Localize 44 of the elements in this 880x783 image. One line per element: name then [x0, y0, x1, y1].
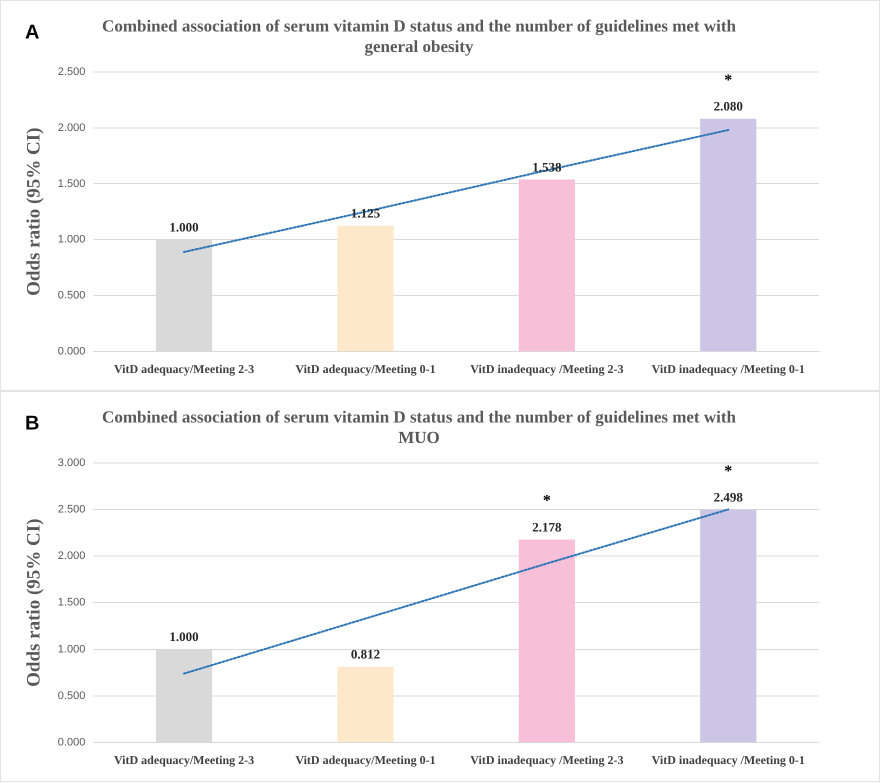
y-axis-title: Odds ratio (95% CI) — [23, 128, 44, 296]
x-tick-label: VitD adequacy/Meeting 0-1 — [295, 752, 436, 767]
y-tick-label: 2.000 — [58, 122, 86, 134]
data-label: 2.080 — [714, 98, 743, 114]
text: Combined association of serum vitamin D status and the number of guidelines met with — [102, 408, 736, 427]
data-label: 2.498 — [714, 489, 744, 504]
x-tick-label: VitD adequacy/Meeting 0-1 — [295, 362, 436, 376]
x-tick-label: VitD inadequacy /Meeting 2-3 — [470, 362, 624, 376]
y-axis-title: Odds ratio (95% CI) — [23, 518, 44, 687]
y-tick-label: 0.500 — [58, 690, 86, 702]
y-tick-label: 2.500 — [58, 503, 86, 516]
x-tick-label: VitD inadequacy /Meeting 0-1 — [652, 362, 805, 376]
y-tick-label: 1.000 — [58, 643, 86, 656]
data-label: 1.000 — [169, 220, 199, 235]
y-tick-label: 1.000 — [58, 234, 86, 246]
bar — [700, 510, 756, 742]
y-tick-label: 2.500 — [58, 66, 86, 78]
annotation: * — [724, 462, 732, 480]
x-tick-label: VitD adequacy/Meeting 2-3 — [114, 752, 254, 767]
text: Combined association of serum vitamin D status and the number of guidelines met with — [102, 16, 736, 36]
data-label: 2.178 — [532, 519, 562, 534]
x-tick-label: VitD inadequacy /Meeting 0-1 — [652, 752, 805, 767]
y-tick-label: 1.500 — [58, 596, 86, 609]
y-tick-label: 0.000 — [58, 736, 86, 749]
text: general obesity — [364, 36, 474, 56]
text: MUO — [398, 428, 440, 447]
annotation: * — [724, 72, 732, 89]
text: A — [25, 22, 40, 44]
y-tick-label: 3.000 — [58, 456, 86, 469]
bar — [337, 666, 394, 742]
data-label: 1.000 — [169, 629, 199, 644]
bar — [518, 539, 575, 742]
data-label: 0.812 — [350, 646, 380, 662]
x-tick-label: VitD inadequacy /Meeting 2-3 — [470, 752, 624, 767]
y-tick-label: 0.500 — [58, 290, 86, 302]
bar — [337, 226, 394, 352]
x-tick-label: VitD adequacy/Meeting 2-3 — [114, 362, 254, 376]
text: B — [25, 412, 40, 435]
bar — [700, 118, 756, 352]
bar — [518, 179, 575, 352]
annotation: * — [542, 492, 551, 510]
y-tick-label: 0.000 — [58, 346, 86, 358]
y-tick-label: 1.500 — [58, 178, 86, 190]
y-tick-label: 2.000 — [58, 550, 86, 562]
